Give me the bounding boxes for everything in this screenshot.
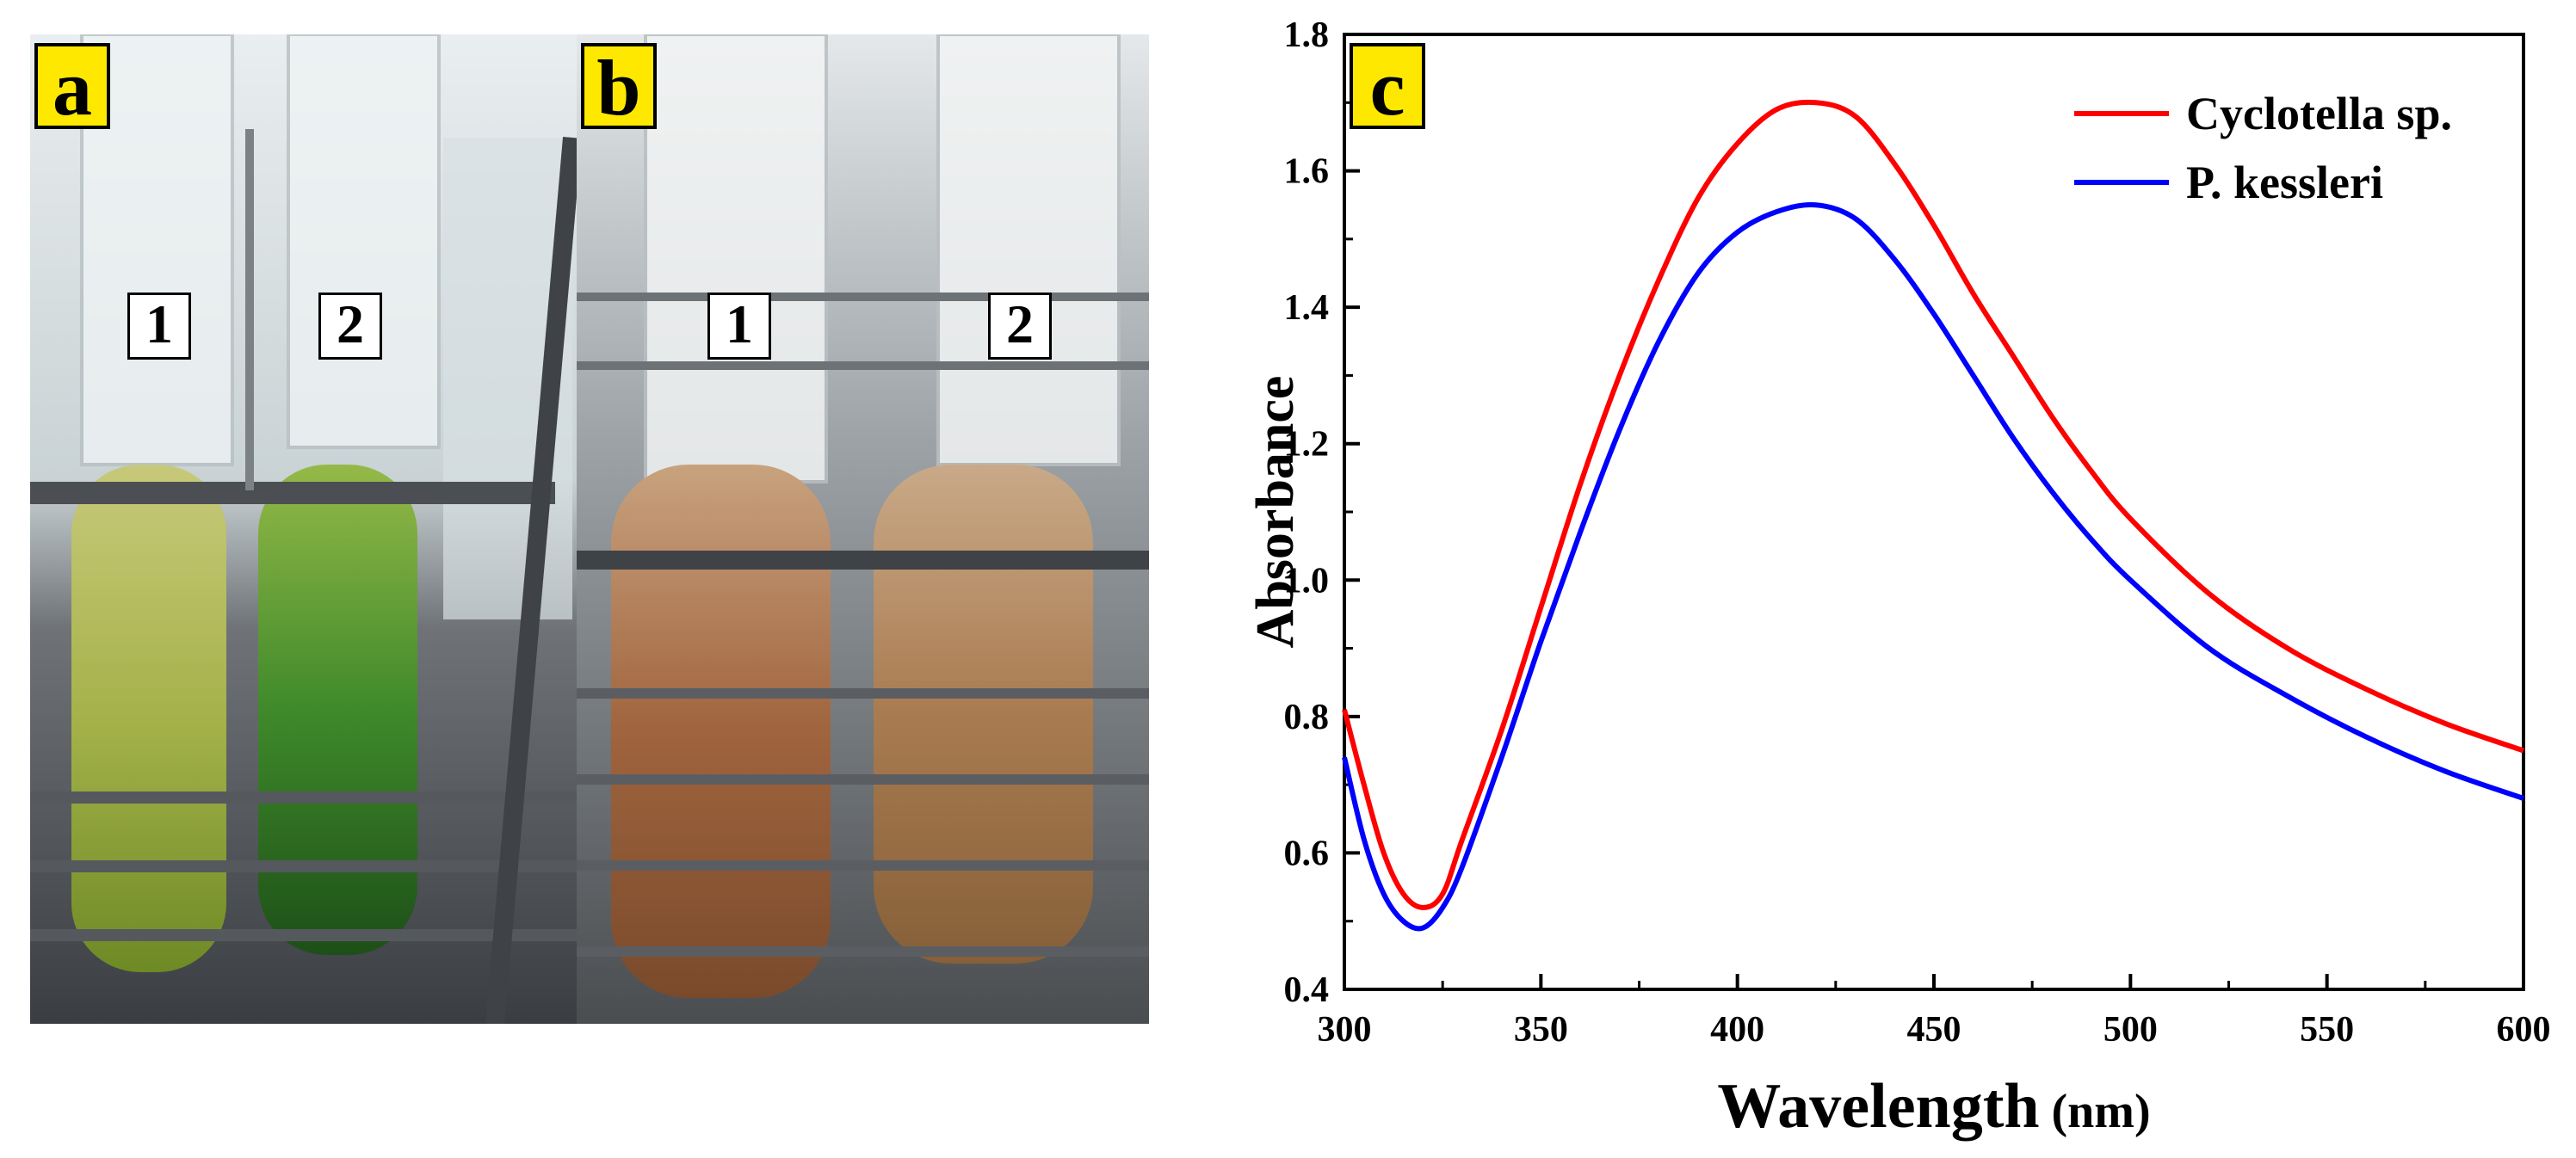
panel-label-a: a	[34, 43, 110, 129]
x-axis-title-unit: (nm)	[2052, 1085, 2151, 1138]
tube-label-a-1: 1	[127, 293, 191, 360]
tube-label-a-2: 2	[318, 293, 382, 360]
test-tubes-photo-b	[577, 34, 1149, 1024]
test-tubes-photo-a	[30, 34, 577, 1024]
x-tick-label-600: 600	[2497, 1010, 2551, 1050]
y-axis-title: Absorbance	[1246, 376, 1305, 649]
legend-label-kessleri: P. kessleri	[2186, 157, 2383, 208]
legend: Cyclotella sp. P. kessleri	[2074, 88, 2452, 208]
panel-label-b: b	[581, 43, 657, 129]
x-tick-label-300: 300	[1318, 1010, 1372, 1050]
absorbance-chart: 300 350 400 450 500 550 600 0.4 0.6 0.8 1.0 1.2 1.4 1…	[1153, 0, 2576, 1158]
series-line-0	[1342, 99, 2524, 910]
series-group	[1342, 99, 2524, 932]
photo-panel-b	[577, 34, 1149, 1024]
y-tick-label-1.2: 1.2	[1284, 425, 1330, 465]
tube-label-b-1: 1	[707, 293, 771, 360]
x-tick-label-350: 350	[1514, 1010, 1568, 1050]
y-tick-label-0.8: 0.8	[1284, 698, 1330, 737]
x-tick-label-400: 400	[1710, 1010, 1764, 1050]
series-line-1	[1342, 201, 2524, 932]
y-tick-label-1.6: 1.6	[1284, 152, 1330, 192]
x-tick-label-550: 550	[2300, 1010, 2354, 1050]
panel-label-c: c	[1350, 43, 1425, 129]
y-tick-label-1.8: 1.8	[1284, 15, 1330, 55]
axis-ticks: 300 350 400 450 500 550 600 0.4 0.6 0.8 1.0 1.2 1.4 1…	[1284, 15, 2551, 1050]
x-axis-title: Wavelength (nm)	[1717, 1071, 2150, 1142]
tube-label-b-2: 2	[988, 293, 1052, 360]
y-tick-label-1: 1.0	[1284, 561, 1330, 601]
chart-svg: 300 350 400 450 500 550 600 0.4 0.6 0.8 1.0 1.2 1.4 1…	[1246, 15, 2551, 1142]
x-tick-label-500: 500	[2103, 1010, 2158, 1050]
photo-panel-a	[30, 34, 577, 1024]
x-axis-title-text: Wavelength	[1717, 1071, 2039, 1142]
y-tick-label-1.4: 1.4	[1284, 288, 1330, 328]
y-tick-label-0.6: 0.6	[1284, 834, 1330, 873]
legend-label-cyclotella: Cyclotella sp.	[2186, 88, 2452, 139]
y-tick-label-0.4: 0.4	[1284, 970, 1330, 1010]
x-tick-label-450: 450	[1907, 1010, 1961, 1050]
